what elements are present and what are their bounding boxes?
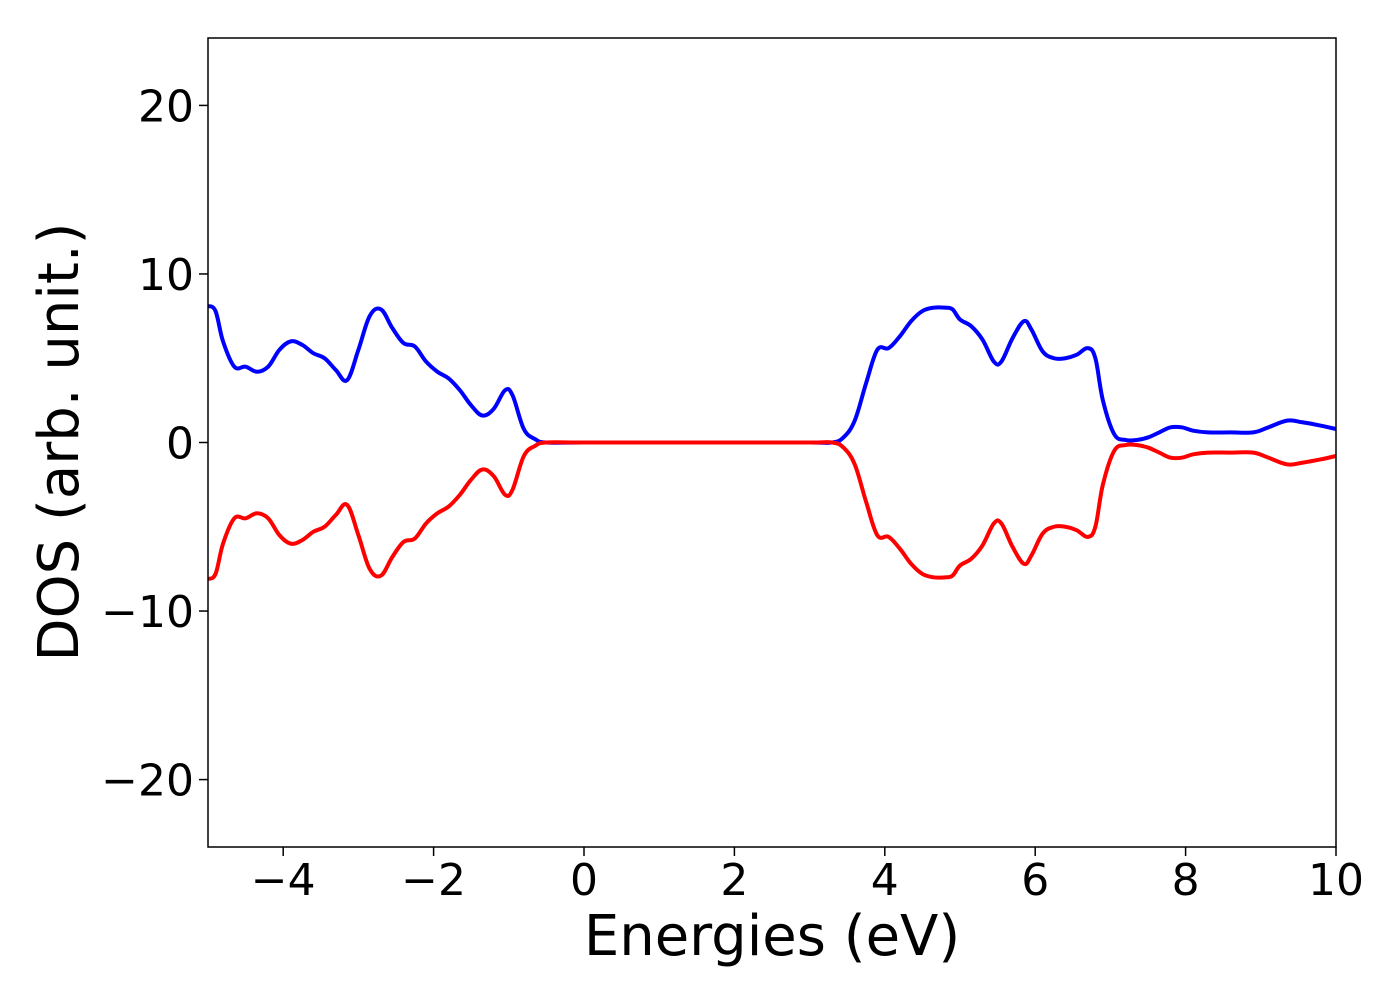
series-line-1 (208, 303, 1336, 445)
x-tick-label: −4 (251, 855, 316, 906)
y-tick-label: 0 (166, 419, 194, 470)
y-axis-title: DOS (arb. unit.) (27, 222, 92, 661)
x-axis-title: Energies (eV) (584, 904, 960, 969)
x-tick-label: 8 (1172, 855, 1200, 906)
series-line-2 (208, 440, 1336, 582)
x-tick-label: 4 (871, 855, 899, 906)
x-tick-label: 2 (720, 855, 748, 906)
y-axis: −20 −10 0 10 20 (101, 81, 208, 807)
series-layer (208, 303, 1336, 582)
y-tick-label: 20 (138, 81, 194, 132)
x-tick-label: 10 (1308, 855, 1364, 906)
x-tick-label: 0 (570, 855, 598, 906)
y-tick-label: −10 (101, 587, 194, 638)
x-tick-label: −2 (401, 855, 466, 906)
y-tick-label: −20 (101, 756, 194, 807)
x-axis: −4 −2 0 2 4 6 8 10 (251, 847, 1364, 906)
y-tick-label: 10 (138, 250, 194, 301)
x-tick-label: 6 (1021, 855, 1049, 906)
